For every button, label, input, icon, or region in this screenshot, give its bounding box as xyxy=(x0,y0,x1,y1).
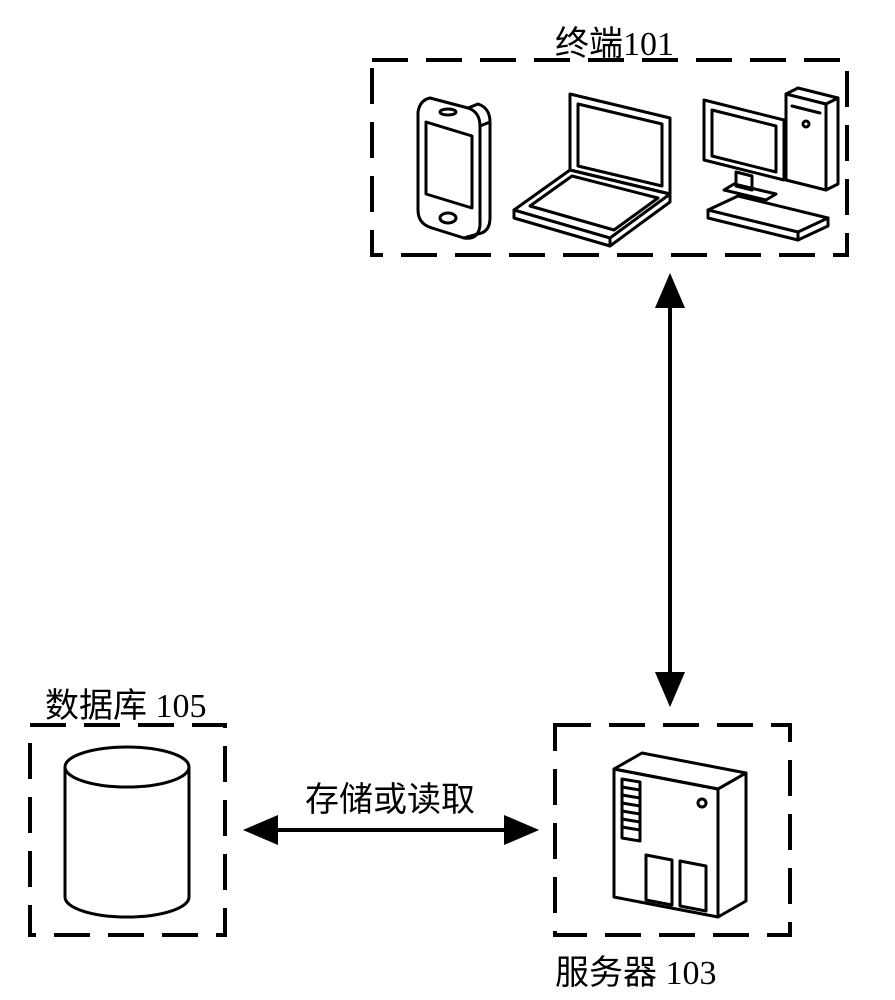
laptop-icon xyxy=(514,94,670,246)
arrow-horizontal-label: 存储或读取 xyxy=(305,772,475,821)
database-label: 数据库 105 xyxy=(45,678,207,727)
database-icon xyxy=(65,747,189,917)
diagram-canvas xyxy=(0,0,895,1000)
server-label: 服务器 103 xyxy=(555,945,717,994)
arrow-database-server xyxy=(248,818,534,842)
terminal-label: 终端101 xyxy=(555,16,674,65)
arrow-terminal-server xyxy=(658,278,682,702)
desktop-icon xyxy=(704,88,838,240)
server-icon xyxy=(614,753,746,917)
database-box xyxy=(30,725,225,935)
phone-icon xyxy=(418,98,490,238)
